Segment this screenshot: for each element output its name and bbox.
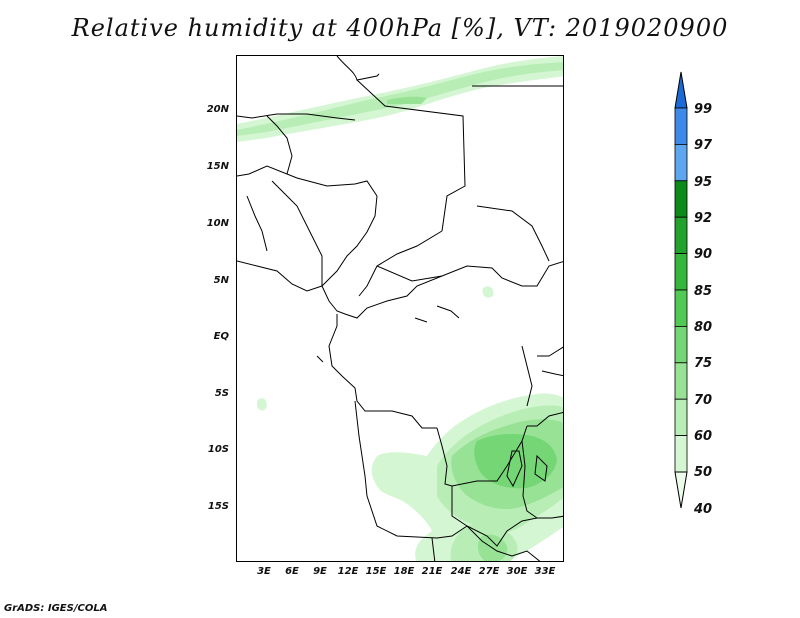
colorbar-label: 75: [694, 356, 713, 371]
colorbar-label: 80: [694, 320, 713, 335]
humidity-map: [237, 56, 563, 561]
lon-tick-label: 12E: [337, 566, 359, 577]
lon-tick-label: 33E: [534, 566, 556, 577]
colorbar-label: 92: [694, 211, 713, 226]
lat-tick-label: 15N: [206, 161, 229, 172]
colorbar-top-arrow: [674, 71, 688, 109]
humidity-blob-south: [257, 286, 563, 561]
lat-tick-label: 15S: [207, 501, 229, 512]
colorbar-label: 97: [694, 138, 713, 153]
colorbar-label: 60: [694, 429, 713, 444]
map-panel: [236, 55, 564, 562]
lon-tick-label: 24E: [450, 566, 472, 577]
colorbar-label: 99: [694, 102, 713, 117]
lat-tick-label: 10S: [207, 444, 229, 455]
colorbar-segment: [674, 362, 688, 400]
lat-tick-label: 20N: [206, 104, 229, 115]
colorbar-segment: [674, 398, 688, 437]
colorbar-segment: [674, 435, 688, 473]
colorbar: [674, 71, 688, 509]
colorbar-label: 70: [694, 393, 713, 408]
lon-tick-label: 21E: [421, 566, 443, 577]
lon-tick-label: 18E: [393, 566, 415, 577]
country-borders: [237, 56, 563, 561]
lat-tick-label: EQ: [213, 331, 229, 342]
colorbar-label: 50: [694, 465, 713, 480]
colorbar-segment: [674, 253, 688, 291]
chart-title: Relative humidity at 400hPa [%], VT: 201…: [71, 14, 729, 42]
lon-tick-label: 30E: [506, 566, 528, 577]
colorbar-segment: [674, 144, 688, 182]
lon-tick-label: 27E: [478, 566, 500, 577]
colorbar-label: 95: [694, 175, 713, 190]
lat-tick-label: 5S: [214, 388, 229, 399]
colorbar-label: 85: [694, 284, 713, 299]
colorbar-segment: [674, 216, 688, 254]
colorbar-bottom-arrow: [674, 471, 688, 509]
lat-tick-label: 5N: [213, 275, 229, 286]
colorbar-segments: [674, 71, 688, 509]
colorbar-segment: [674, 107, 688, 145]
credit-text: GrADS: IGES/COLA: [4, 603, 108, 614]
lat-tick-label: 10N: [206, 218, 229, 229]
lon-tick-label: 6E: [285, 566, 299, 577]
humidity-band-north: [237, 56, 563, 142]
colorbar-label: 90: [694, 247, 713, 262]
lon-tick-label: 3E: [257, 566, 271, 577]
colorbar-segment: [674, 325, 688, 364]
lon-tick-label: 15E: [365, 566, 387, 577]
lon-tick-label: 9E: [313, 566, 327, 577]
colorbar-segment: [674, 180, 688, 218]
colorbar-segment: [674, 289, 688, 327]
colorbar-label: 40: [694, 502, 713, 517]
